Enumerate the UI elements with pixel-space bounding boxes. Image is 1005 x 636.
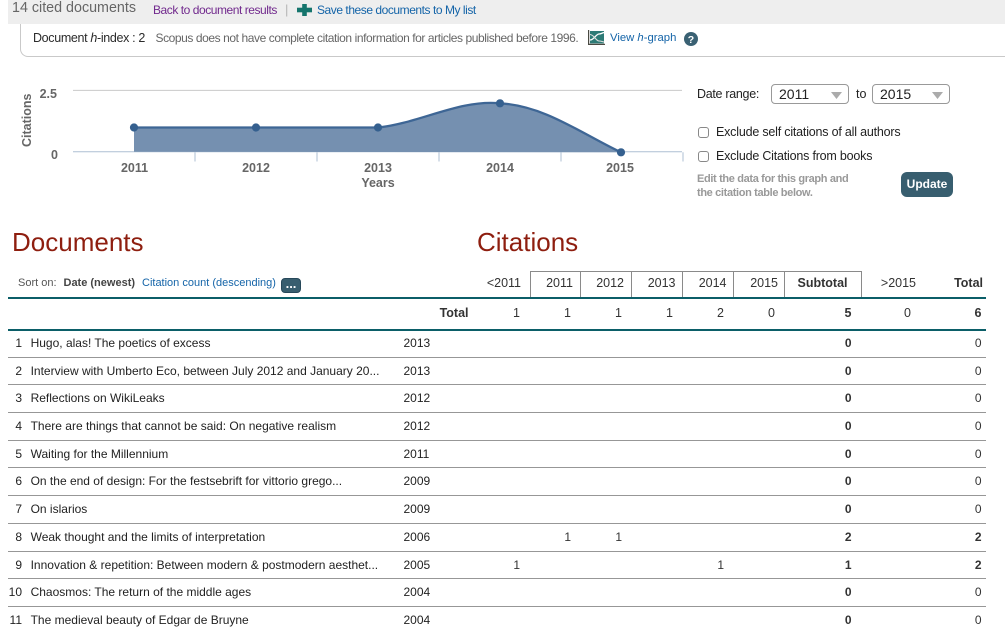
svg-text:?: ? [688,34,694,46]
